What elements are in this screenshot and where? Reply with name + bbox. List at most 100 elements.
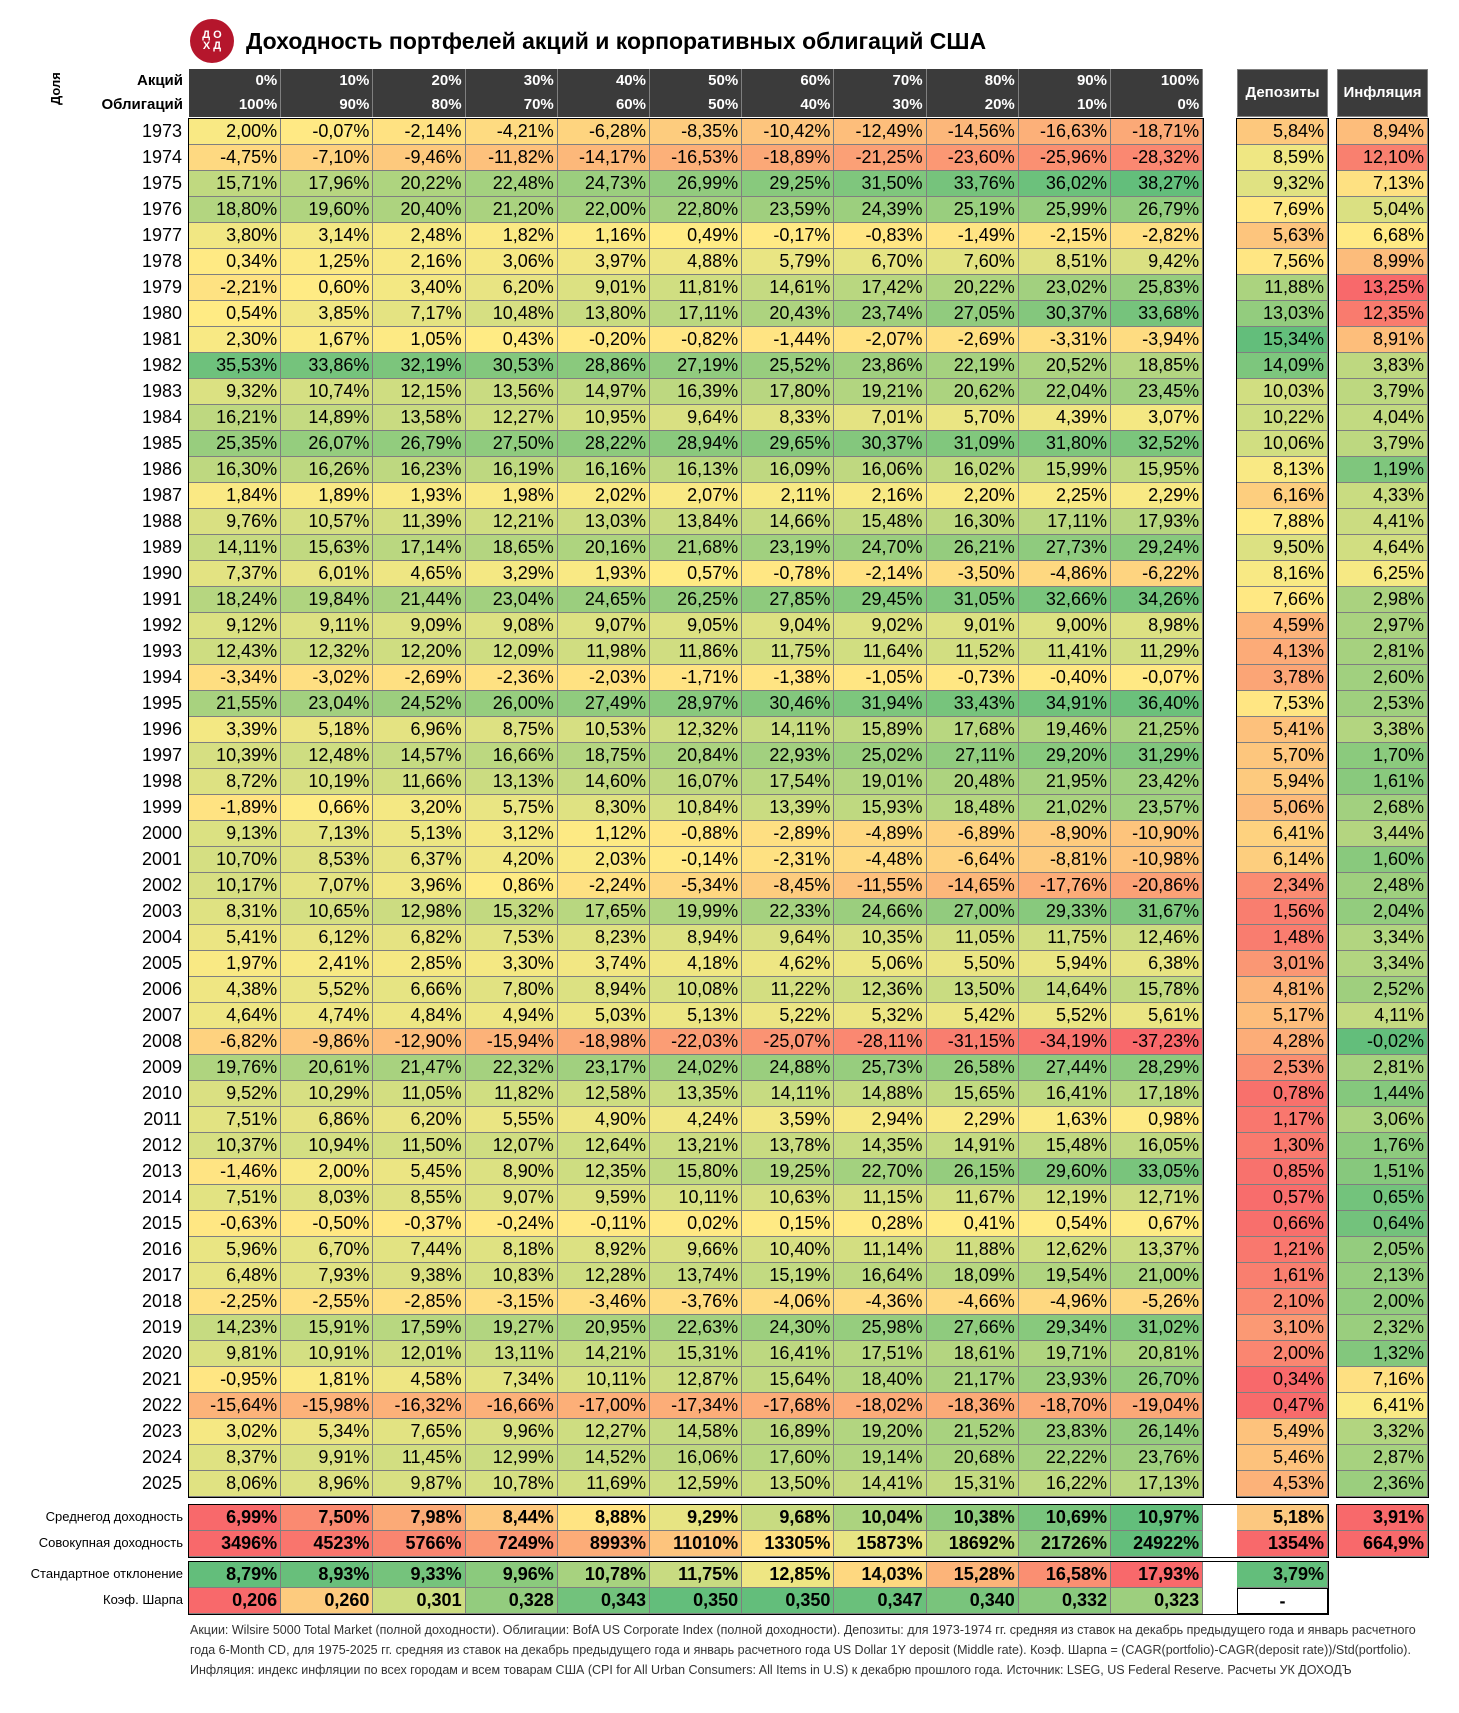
std-dev-cell: 8,93% (281, 1562, 374, 1588)
portfolio-return-cell: 14,61% (742, 275, 835, 301)
portfolio-return-cell: 4,18% (650, 951, 743, 977)
header-bonds-pct: 90% (281, 93, 374, 117)
portfolio-return-cell: 22,80% (650, 197, 743, 223)
portfolio-return-cell: -4,21% (465, 119, 558, 145)
portfolio-return-cell: 1,98% (465, 483, 558, 509)
portfolio-return-cell: 1,84% (189, 483, 282, 509)
portfolio-return-cell: 28,22% (557, 431, 650, 457)
portfolio-return-cell: 18,80% (189, 197, 282, 223)
portfolio-return-cell: 25,35% (189, 431, 282, 457)
portfolio-return-cell: 10,11% (650, 1185, 743, 1211)
deposit-rate-cell: 6,41% (1237, 821, 1328, 847)
portfolio-return-cell: -0,95% (189, 1367, 282, 1393)
deposit-rate-cell: 3,10% (1237, 1315, 1328, 1341)
portfolio-return-cell: 5,45% (373, 1159, 466, 1185)
portfolio-return-cell: 15,63% (281, 535, 374, 561)
portfolio-return-cell: 16,30% (189, 457, 282, 483)
portfolio-return-cell: 10,95% (557, 405, 650, 431)
portfolio-return-cell: 5,18% (281, 717, 374, 743)
year-label: 2008 (141, 1031, 182, 1051)
inflation-cell: 2,53% (1337, 691, 1428, 717)
deposit-rate-cell: 9,32% (1237, 171, 1328, 197)
portfolio-return-cell: 19,25% (742, 1159, 835, 1185)
portfolio-return-cell: 20,61% (281, 1055, 374, 1081)
avg-return-cell: 10,04% (834, 1505, 927, 1531)
portfolio-return-cell: 29,45% (834, 587, 927, 613)
portfolio-return-cell: 26,00% (465, 691, 558, 717)
portfolio-return-cell: 12,35% (557, 1159, 650, 1185)
portfolio-return-cell: 12,62% (1018, 1237, 1111, 1263)
portfolio-return-cell: 16,07% (650, 769, 743, 795)
portfolio-return-cell: 0,66% (281, 795, 374, 821)
portfolio-return-cell: 15,48% (834, 509, 927, 535)
deposit-rate-cell: 8,13% (1237, 457, 1328, 483)
portfolio-return-cell: 10,63% (742, 1185, 835, 1211)
portfolio-return-cell: 9,02% (834, 613, 927, 639)
portfolio-return-cell: 7,51% (189, 1107, 282, 1133)
year-label: 2006 (141, 979, 182, 999)
header-stocks-pct: 40% (557, 69, 650, 93)
year-label: 1977 (141, 225, 182, 245)
portfolio-return-cell: -0,50% (281, 1211, 374, 1237)
portfolio-return-cell: 13,35% (650, 1081, 743, 1107)
inflation-cell: 4,11% (1337, 1003, 1428, 1029)
deposit-rate-cell: 1,48% (1237, 925, 1328, 951)
deposit-rate-cell: 14,09% (1237, 353, 1328, 379)
portfolio-return-cell: 12,98% (373, 899, 466, 925)
year-label: 1994 (141, 667, 182, 687)
portfolio-return-cell: 33,86% (281, 353, 374, 379)
deposit-rate-cell: 7,53% (1237, 691, 1328, 717)
portfolio-return-cell: 14,11% (742, 717, 835, 743)
portfolio-return-cell: 8,23% (557, 925, 650, 951)
portfolio-return-cell: -28,11% (834, 1029, 927, 1055)
portfolio-return-cell: 2,00% (281, 1159, 374, 1185)
portfolio-return-cell: 13,80% (557, 301, 650, 327)
portfolio-return-cell: 14,89% (281, 405, 374, 431)
portfolio-return-cell: 10,94% (281, 1133, 374, 1159)
portfolio-return-cell: 23,59% (742, 197, 835, 223)
portfolio-return-cell: 0,41% (926, 1211, 1019, 1237)
portfolio-return-cell: 5,41% (189, 925, 282, 951)
portfolio-return-cell: 10,83% (465, 1263, 558, 1289)
portfolio-return-cell: 22,04% (1018, 379, 1111, 405)
portfolio-return-cell: 30,53% (465, 353, 558, 379)
inflation-cell: 2,04% (1337, 899, 1428, 925)
portfolio-return-cell: 31,50% (834, 171, 927, 197)
portfolio-return-cell: 11,66% (373, 769, 466, 795)
portfolio-return-cell: -37,23% (1111, 1029, 1204, 1055)
portfolio-return-cell: 11,81% (650, 275, 743, 301)
portfolio-return-cell: 5,34% (281, 1419, 374, 1445)
portfolio-return-cell: -14,65% (926, 873, 1019, 899)
portfolio-return-cell: 11,86% (650, 639, 743, 665)
std-dev-cell: 9,96% (465, 1562, 558, 1588)
portfolio-return-cell: -6,82% (189, 1029, 282, 1055)
portfolio-return-cell: 3,30% (465, 951, 558, 977)
deposit-rate-cell: 4,28% (1237, 1029, 1328, 1055)
portfolio-return-cell: 7,07% (281, 873, 374, 899)
year-label: 1998 (141, 771, 182, 791)
portfolio-return-cell: 2,03% (557, 847, 650, 873)
portfolio-return-cell: 14,35% (834, 1133, 927, 1159)
portfolio-return-cell: 16,05% (1111, 1133, 1204, 1159)
portfolio-return-cell: -18,36% (926, 1393, 1019, 1419)
portfolio-return-cell: 10,08% (650, 977, 743, 1003)
portfolio-return-cell: 32,66% (1018, 587, 1111, 613)
portfolio-return-cell: 22,22% (1018, 1445, 1111, 1471)
year-label: 1984 (141, 407, 182, 427)
portfolio-return-cell: 21,20% (465, 197, 558, 223)
portfolio-return-cell: 10,48% (465, 301, 558, 327)
portfolio-return-cell: 22,63% (650, 1315, 743, 1341)
portfolio-return-cell: -2,14% (834, 561, 927, 587)
year-label: 1985 (141, 433, 182, 453)
inflation-cell: 6,25% (1337, 561, 1428, 587)
portfolio-return-cell: 34,91% (1018, 691, 1111, 717)
portfolio-return-cell: 1,12% (557, 821, 650, 847)
portfolio-return-cell: 6,96% (373, 717, 466, 743)
portfolio-return-cell: -2,55% (281, 1289, 374, 1315)
portfolio-return-cell: 17,54% (742, 769, 835, 795)
total-return-cell: 7249% (465, 1531, 558, 1557)
portfolio-return-cell: 16,39% (650, 379, 743, 405)
portfolio-return-cell: 8,92% (557, 1237, 650, 1263)
header-bonds-pct: 100% (189, 93, 282, 117)
year-label: 2025 (141, 1473, 182, 1493)
